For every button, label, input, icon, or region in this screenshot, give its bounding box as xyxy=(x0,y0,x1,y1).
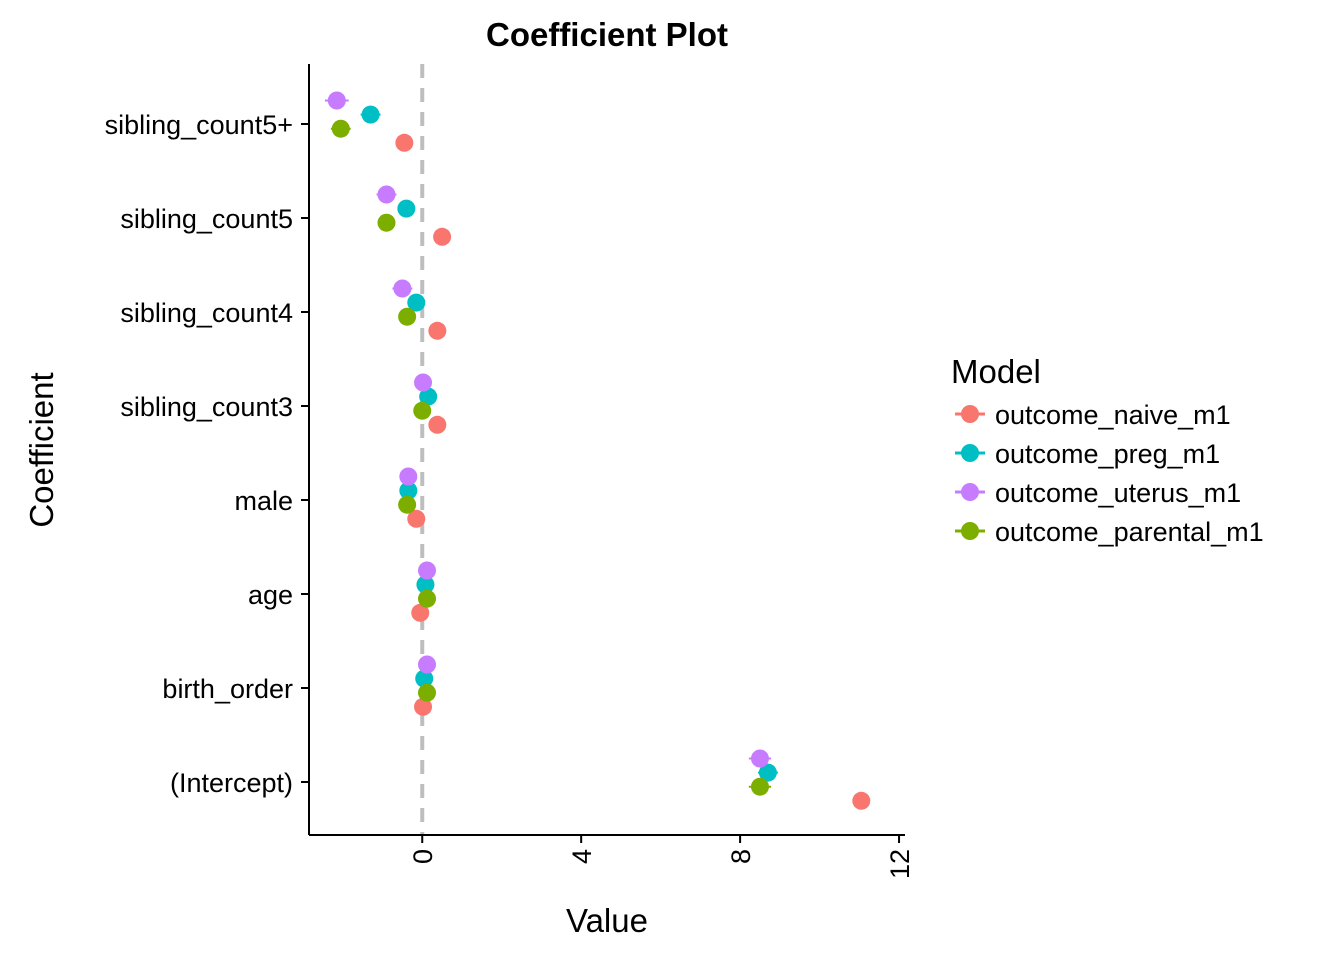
x-tick-label: 12 xyxy=(885,849,915,879)
chart-title: Coefficient Plot xyxy=(486,16,728,53)
data-point xyxy=(418,561,437,580)
x-axis-title: Value xyxy=(566,902,648,939)
data-point xyxy=(428,415,447,434)
data-point xyxy=(407,293,426,312)
data-point xyxy=(331,119,350,138)
plot-area: sibling_count5+ sibling_count5 sibling_cou… xyxy=(105,64,915,879)
x-tick-label: 8 xyxy=(726,849,756,864)
data-point xyxy=(407,509,426,528)
data-point xyxy=(413,401,432,420)
legend-key-point xyxy=(961,483,979,501)
data-point xyxy=(415,669,434,688)
y-tick-label: age xyxy=(248,580,293,610)
data-point xyxy=(428,321,447,340)
data-point xyxy=(414,697,433,716)
legend-key-point xyxy=(961,444,979,462)
data-point xyxy=(399,481,418,500)
y-tick-label: sibling_count4 xyxy=(120,298,293,328)
data-point xyxy=(418,589,437,608)
data-point xyxy=(397,199,416,218)
data-point xyxy=(750,749,769,768)
data-point xyxy=(393,279,412,298)
data-point xyxy=(398,307,417,326)
data-point xyxy=(377,213,396,232)
data-point xyxy=(361,105,380,124)
x-tick-label: 0 xyxy=(408,849,438,864)
data-point xyxy=(418,683,437,702)
legend-title: Model xyxy=(951,353,1041,390)
x-tick-label: 4 xyxy=(567,849,597,864)
data-point xyxy=(416,575,435,594)
data-point xyxy=(395,133,414,152)
data-point xyxy=(758,763,777,782)
data-point xyxy=(411,603,430,622)
y-tick-label: (Intercept) xyxy=(170,768,293,798)
data-point xyxy=(327,91,346,110)
legend-label: outcome_preg_m1 xyxy=(995,439,1220,469)
data-point xyxy=(433,227,452,246)
data-point xyxy=(377,185,396,204)
y-tick-label: birth_order xyxy=(162,674,293,704)
data-point xyxy=(750,777,769,796)
data-point xyxy=(419,387,438,406)
legend: Model outcome_naive_m1 outcome_preg_m1out… xyxy=(951,353,1264,547)
data-point xyxy=(398,495,417,514)
data-point xyxy=(852,791,871,810)
legend-label: outcome_uterus_m1 xyxy=(995,478,1241,508)
legend-label: outcome_naive_m1 xyxy=(995,400,1231,430)
y-axis-title: Coefficient xyxy=(23,372,60,527)
legend-key-point xyxy=(961,405,979,423)
legend-label: outcome_parental_m1 xyxy=(995,517,1264,547)
legend-key-point xyxy=(961,522,979,540)
data-point xyxy=(414,373,433,392)
data-point xyxy=(399,467,418,486)
y-tick-label: male xyxy=(234,486,293,516)
y-tick-label: sibling_count3 xyxy=(120,392,293,422)
y-tick-label: sibling_count5+ xyxy=(105,110,293,140)
y-tick-label: sibling_count5 xyxy=(120,204,293,234)
data-point xyxy=(418,655,437,674)
